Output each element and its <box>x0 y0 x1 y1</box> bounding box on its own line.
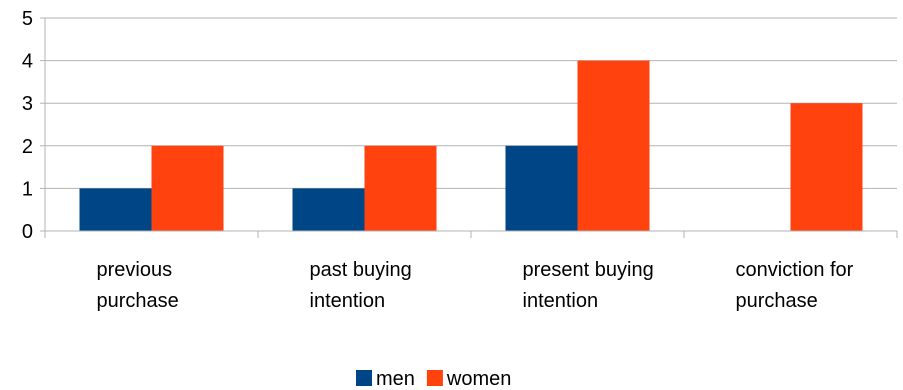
y-axis-ticks: 0 1 2 3 4 5 <box>22 8 33 243</box>
x-category-label: purchase <box>97 290 179 312</box>
x-category-label: purchase <box>736 290 818 312</box>
bar-men <box>292 188 365 231</box>
bar-men <box>505 145 578 231</box>
y-tick-label: 4 <box>22 51 33 73</box>
x-category-label: present buying <box>523 259 654 281</box>
x-category-label: intention <box>523 290 599 312</box>
bar-women <box>577 60 650 231</box>
bar-women <box>790 103 863 231</box>
y-tick-label: 0 <box>22 221 33 243</box>
y-tick-label: 3 <box>22 93 33 115</box>
bar-women <box>151 145 224 231</box>
legend-swatch-men <box>356 370 372 386</box>
x-category-label: conviction for <box>736 259 854 281</box>
y-tick-label: 5 <box>22 8 33 30</box>
x-category-label: intention <box>310 290 386 312</box>
legend-swatch-women <box>426 370 443 386</box>
x-category-label: past buying <box>310 259 412 281</box>
bars <box>79 60 863 231</box>
x-axis-labels: previous purchase past buying intention pres… <box>97 259 854 312</box>
bar-women <box>364 145 437 231</box>
axes <box>40 17 898 238</box>
legend-label-men: men <box>376 368 415 390</box>
legend: men women <box>356 368 511 390</box>
y-tick-label: 1 <box>22 178 33 200</box>
legend-label-women: women <box>446 368 511 390</box>
y-tick-label: 2 <box>22 136 33 158</box>
bar-men <box>79 188 152 231</box>
x-category-label: previous <box>97 259 173 281</box>
